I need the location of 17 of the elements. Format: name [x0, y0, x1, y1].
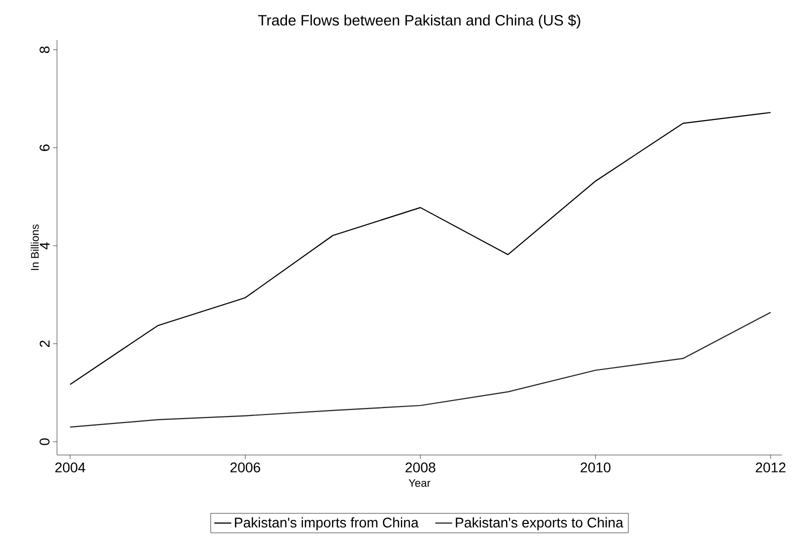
y-tick-label: 2 — [40, 340, 50, 347]
y-axis-title: In Billions — [30, 224, 39, 270]
x-tick-label: 2008 — [406, 462, 436, 472]
y-tick-label: 0 — [40, 438, 50, 446]
x-tick-label: 2012 — [756, 462, 786, 472]
legend-label: Pakistan's exports to China — [456, 517, 624, 530]
y-tick-label: 4 — [40, 242, 50, 250]
y-tick-label: 6 — [40, 144, 50, 151]
legend-label: Pakistan's imports from China — [234, 517, 419, 530]
y-tick-label: 8 — [40, 46, 50, 54]
line-series — [70, 312, 772, 428]
x-tick-label: 2010 — [580, 462, 610, 472]
chart-title: Trade Flows between Pakistan and China (US $) — [258, 14, 580, 28]
line-series — [70, 112, 772, 385]
x-tick-label: 2004 — [55, 462, 86, 472]
x-tick-label: 2006 — [230, 462, 260, 472]
x-axis-title: Year — [408, 479, 430, 487]
